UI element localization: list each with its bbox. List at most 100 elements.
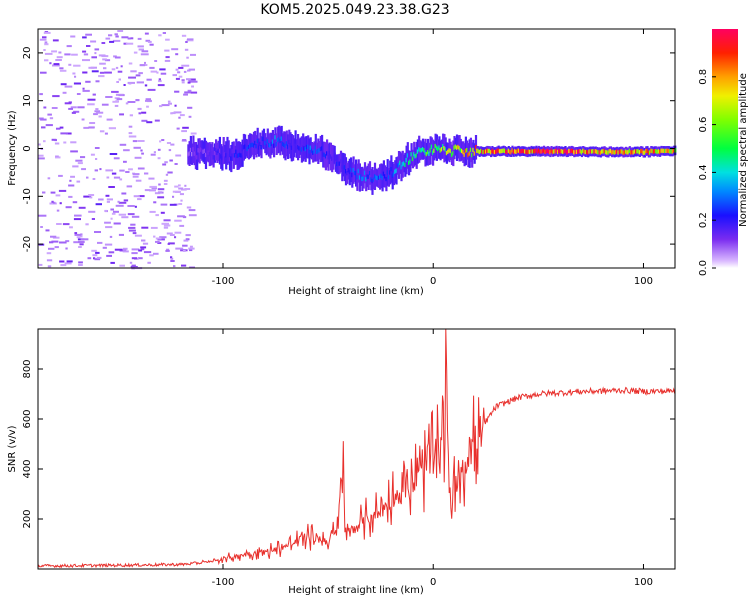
spectrogram-ridge-cell [471,152,474,158]
spectrogram-noise-cell [105,226,113,229]
spectrogram-noise-cell [132,140,138,143]
spectrogram-noise-cell [148,177,155,180]
spectrogram-ridge-cell [439,148,442,153]
spectrogram-noise-cell [165,249,170,252]
spectrogram-ridge-cell [593,149,596,154]
spectrogram-ridge-cell [257,145,261,150]
spectrogram-noise-cell [170,112,173,115]
spectrogram-noise-cell [120,65,123,68]
spectrogram-noise-cell [85,33,92,36]
snr-y-ticks: 200 400 600 800 [22,359,675,529]
spectrogram-ridge-cell [271,139,274,144]
spectrogram-ridge-cell [520,149,523,154]
spectrogram-noise-cell [150,226,158,229]
colorbar-ticks: 0.0 0.2 0.4 0.6 0.8 [698,69,716,276]
spectrogram-noise-cell [147,40,152,43]
spectrogram-noise-cell [128,82,132,85]
spectrogram-noise-cell [126,185,133,188]
spectrogram-noise-cell [123,199,129,202]
spectrogram-noise-cell [138,195,145,198]
spectrogram-noise-cell [173,111,182,114]
spectrogram-ridge-cell [672,148,676,153]
spectrogram-noise-cell [150,153,156,156]
spectrogram-noise-cell [157,242,162,244]
spectrogram-ridge-cell [434,143,437,149]
spectrogram-noise-cell [110,208,114,211]
snr-frame [37,328,676,570]
spectrogram-noise-cell [178,184,181,187]
spectrogram-noise-cell [164,59,171,62]
spectrogram-noise-cell [59,69,67,72]
spectrogram-noise-cell [163,226,169,229]
spectrogram-ridge-cell [442,144,445,149]
spectrogram-ridge-cell [297,145,300,150]
spectrogram-noise-cell [68,184,75,187]
spectrogram-x-label: Height of straight line (km) [288,286,424,297]
spectrogram-noise-cell [186,39,194,42]
spectrogram-ridge-cell [667,148,671,154]
spectrogram-ridge-cell [341,164,344,170]
spectrogram-ridge-cell [493,149,496,155]
spectrogram-ridge-cell [363,170,367,175]
spectrogram-ridge-cell [381,175,384,180]
spectrogram-ridge-cell [435,145,438,150]
spectrogram-ridge-cell [546,148,549,153]
spectrogram-noise-cell [135,99,140,102]
spectrogram-noise-cell [149,185,157,188]
spectrogram-ridge-cell [268,142,271,148]
spectrogram-ridge-cell [545,149,548,154]
spectrogram-ridge-cell [322,152,325,157]
spectrogram-noise-cell [95,80,100,83]
spectrogram-noise-cell [165,56,170,59]
spectrogram-ridge-cell [437,146,440,152]
spectrogram-ridge-cell [235,149,238,154]
spectrogram-noise-cell [98,75,105,78]
spectrogram-ridge-cell [661,148,664,153]
spectrogram-noise-cell [131,248,140,251]
spectrogram-noise-cell [164,161,168,164]
spectrogram-ridge-cell [254,140,257,146]
spectrogram-ridge-cell [259,141,262,147]
spectrogram-ridge-cell [366,174,369,179]
spectrogram-noise-cell [113,55,117,58]
spectrogram-noise-cell [93,257,96,260]
snr-x-label: Height of straight line (km) [288,585,424,596]
spectrogram-ridge-cell [588,149,591,154]
spectrogram-noise-cell [168,102,172,105]
spectrogram-noise-cell [113,176,121,179]
spectrogram-ridge-cell [612,149,615,154]
spectrogram-noise-cell [125,171,130,173]
spectrogram-ridge-cell [592,149,595,154]
spectrogram-noise-cell [125,42,134,45]
colorbar-tick-label: 0.0 [698,260,709,276]
spectrogram-noise-cell [59,126,64,129]
spectrogram-ridge-cell [541,149,544,154]
spectrogram-noise-cell [137,37,142,40]
spectrogram-ridge-cell [628,148,631,153]
spectrogram-noise-cell [111,212,116,215]
spectrogram-noise-cell [163,183,168,185]
spectrogram-ridge-cell [370,177,373,182]
spectrogram-noise-cell [187,81,191,84]
spectrogram-noise-cell [74,232,78,235]
spectrogram-ridge-cell [226,148,229,154]
spectrogram-noise-cell [128,135,137,138]
spectrogram-ridge-cell [387,175,390,180]
spectrogram-noise-cell [99,62,106,65]
spectrogram-ridge-cell [278,137,281,142]
spectrogram-ridge-cell [413,152,416,157]
spectrogram-ridge-cell [329,154,332,159]
spectrogram-ridge-cell [473,151,476,156]
spectrogram-noise-cell [121,36,129,39]
spectrogram-ridge-cell [579,149,582,154]
spectrogram-noise-cell [133,51,138,54]
spectrogram-ridge-cell [424,150,427,155]
snr-y-label: SNR (v/v) [7,425,18,472]
spectrogram-ridge-cell [333,152,336,157]
spectrogram-noise-cell [129,114,133,117]
spectrogram-ridge-cell [521,148,524,154]
spectrogram-noise-cell [98,198,104,201]
spectrogram-noise-cell [157,148,161,151]
spectrogram-noise-cell [170,256,173,259]
spectrogram-ridge-cell [619,149,623,154]
